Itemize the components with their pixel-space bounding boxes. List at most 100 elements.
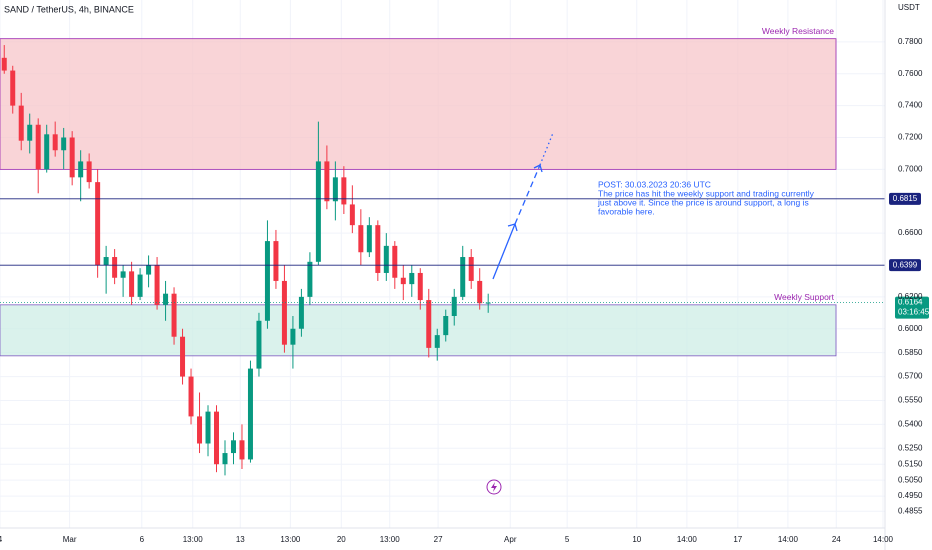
candle-body <box>281 280 287 345</box>
candle-body <box>44 134 50 170</box>
y-tick-label: 0.7400 <box>898 101 923 110</box>
y-tick-label: 0.4950 <box>898 491 923 500</box>
candle-body <box>61 137 67 151</box>
y-tick-label: 0.5150 <box>898 459 923 468</box>
candle-body <box>349 204 355 226</box>
x-tick-label: 13:00 <box>380 535 401 544</box>
candle-body <box>273 241 279 281</box>
candle-body <box>383 245 389 273</box>
candle-body <box>324 161 330 202</box>
candle-body <box>477 280 483 304</box>
projection-arrow <box>492 132 554 280</box>
x-tick-label: 14:00 <box>677 535 698 544</box>
candle-body <box>129 271 135 297</box>
candle-body <box>460 257 466 297</box>
arrow-dashed <box>514 164 541 225</box>
x-tick-label: 20 <box>337 535 346 544</box>
candle-body <box>230 440 236 454</box>
x-tick-label: 14:00 <box>873 535 894 544</box>
candle-body <box>222 453 228 465</box>
candle-body <box>163 293 169 305</box>
candle-body <box>180 336 186 377</box>
y-tick-label: 0.7000 <box>898 164 923 173</box>
candle-body <box>256 320 262 369</box>
x-tick-label: 13 <box>236 535 245 544</box>
candle-body <box>443 316 449 336</box>
last-price-bg <box>895 296 929 319</box>
candle-body <box>366 225 372 253</box>
y-tick-label: 0.7600 <box>898 69 923 78</box>
candle-body <box>205 411 211 444</box>
candle-body <box>468 257 474 281</box>
y-tick-label: 0.5850 <box>898 348 923 357</box>
candle-body <box>434 335 440 348</box>
event-icon-bolt <box>491 482 497 492</box>
candle-body <box>485 302 491 304</box>
candle-body <box>290 328 296 345</box>
y-tick-label: 0.5050 <box>898 475 923 484</box>
zone-label: Weekly Resistance <box>762 26 834 36</box>
candle-body <box>1 57 7 71</box>
candle-body <box>86 161 92 183</box>
candle-body <box>18 105 24 141</box>
candle-body <box>239 440 245 460</box>
x-tick-label: 4 <box>0 535 3 544</box>
y-tick-label: 0.5250 <box>898 443 923 452</box>
x-tick-label: Mar <box>63 535 77 544</box>
annotation-line: POST: 30.03.2023 20:36 UTC <box>598 179 711 189</box>
x-tick-label: 17 <box>733 535 742 544</box>
candle-body <box>120 271 126 278</box>
candle-body <box>103 257 109 265</box>
x-tick-label: 24 <box>832 535 841 544</box>
level-label-bg <box>889 192 921 205</box>
annotation-line: just above it. Since the price is around… <box>597 197 809 207</box>
x-tick-label: 10 <box>632 535 641 544</box>
candle-body <box>426 300 432 348</box>
candle-body <box>341 177 347 205</box>
candle-body <box>375 225 381 273</box>
x-tick-label: 27 <box>434 535 443 544</box>
zone <box>0 38 837 170</box>
candle-body <box>154 265 160 305</box>
chart-title: SAND / TetherUS, 4h, BINANCE <box>4 4 134 14</box>
candle-body <box>214 411 220 465</box>
y-tick-label: 0.5400 <box>898 419 923 428</box>
last-price-label: 0.6164 <box>898 298 923 307</box>
candle-body <box>10 70 16 106</box>
x-tick-label: Apr <box>504 535 517 544</box>
candle-body <box>27 124 33 141</box>
candle-body <box>307 261 313 297</box>
candle-body <box>35 124 41 170</box>
arrow-solid <box>492 223 516 280</box>
y-tick-label: 0.7800 <box>898 37 923 46</box>
x-tick-label: 13:00 <box>280 535 301 544</box>
candle-body <box>146 265 152 275</box>
candle-body <box>171 293 177 337</box>
level-label: 0.6815 <box>893 194 918 203</box>
candle-body <box>247 368 253 460</box>
y-tick-label: 0.5700 <box>898 372 923 381</box>
candle-body <box>52 134 58 151</box>
candle-body <box>358 225 364 253</box>
x-tick-label: 14:00 <box>778 535 799 544</box>
arrow-dotted <box>539 132 554 166</box>
candle-body <box>451 296 457 316</box>
candle-body <box>409 272 415 285</box>
candle-body <box>112 257 118 278</box>
y-tick-label: 0.7200 <box>898 133 923 142</box>
y-tick-label: 0.5550 <box>898 396 923 405</box>
candle-body <box>69 137 75 178</box>
candle-body <box>137 274 143 297</box>
candle-body <box>188 376 194 417</box>
currency: USDT <box>898 3 920 12</box>
candle-body <box>332 177 338 202</box>
candle-body <box>392 245 398 278</box>
candle-body <box>417 272 423 301</box>
x-tick-label: 5 <box>565 535 570 544</box>
y-tick-label: 0.6600 <box>898 228 923 237</box>
candle-body <box>197 416 203 444</box>
level-label: 0.6399 <box>893 260 918 269</box>
candle-body <box>264 241 270 321</box>
x-tick-label: 6 <box>140 535 145 544</box>
